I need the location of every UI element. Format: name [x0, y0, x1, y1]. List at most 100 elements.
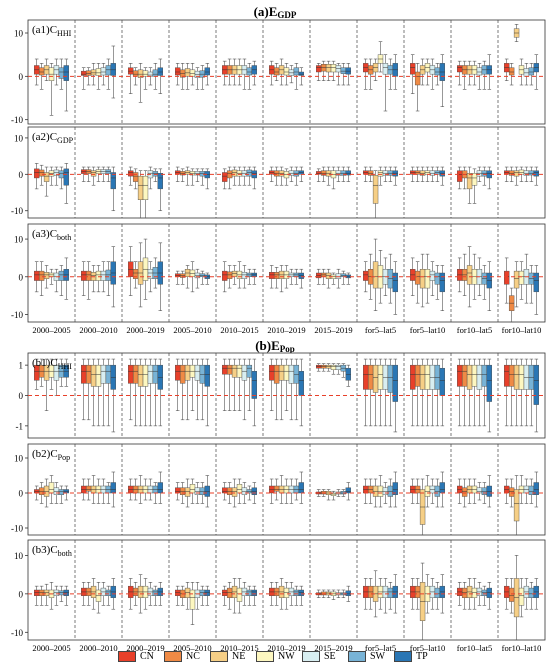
box-nw	[518, 169, 525, 175]
box-nc	[461, 364, 468, 387]
box-cn	[363, 270, 369, 281]
x-tick-label: 2010–2019	[267, 325, 305, 335]
box-cn	[175, 67, 181, 76]
legend-label: NE	[232, 651, 246, 662]
box-cn	[175, 364, 181, 381]
box-ne	[372, 175, 379, 204]
box-tp	[110, 482, 116, 494]
box-cn	[457, 170, 463, 182]
box-sw	[481, 364, 488, 387]
box-tp	[345, 590, 351, 596]
box-nc	[414, 71, 421, 86]
box-tp	[439, 272, 445, 293]
box-tp	[298, 371, 304, 396]
box-nw	[95, 270, 102, 281]
y-tick-label: 10	[14, 235, 24, 245]
box-tp	[439, 482, 445, 494]
box-sw	[434, 587, 441, 598]
x-tick-label: for10–lat5	[457, 325, 492, 335]
box-nw	[95, 364, 102, 387]
box-se	[382, 63, 389, 75]
section-b-title: (b)EPop	[255, 338, 295, 354]
box-ne	[184, 364, 191, 381]
box-nc	[85, 270, 92, 281]
x-tick-label: 2000–2019	[126, 325, 164, 335]
box-tp	[157, 482, 163, 494]
box-cn	[504, 364, 510, 387]
x-tick-label: 2015–2019	[314, 643, 352, 653]
box-cn	[269, 272, 275, 279]
box-sw	[387, 364, 394, 393]
box-ne	[372, 261, 379, 289]
x-tick-label: 2000–2010	[79, 643, 117, 653]
box-nw	[236, 587, 243, 602]
box-ne	[43, 172, 50, 182]
box-nw	[471, 173, 478, 186]
box-ne	[90, 69, 97, 76]
box-nc	[226, 364, 233, 375]
box-se	[241, 272, 248, 279]
y-tick-label: -10	[11, 310, 23, 320]
box-nc	[414, 364, 421, 387]
box-nc	[179, 364, 186, 384]
section-a-title: (a)EGDP	[253, 4, 297, 20]
box-se	[476, 364, 483, 390]
box-ne	[513, 270, 520, 289]
box-sw	[105, 65, 112, 76]
box-nc	[508, 587, 515, 602]
box-cn	[34, 270, 40, 281]
box-nw	[236, 364, 243, 378]
y-tick-label: 0	[19, 391, 24, 401]
box-tp	[110, 172, 116, 190]
x-tick-label: 2015–2019	[314, 325, 352, 335]
legend-swatch	[210, 651, 228, 662]
y-tick-label: 10	[14, 454, 24, 464]
box-nw	[330, 492, 337, 496]
box-nw	[424, 364, 431, 390]
box-nw	[142, 70, 149, 77]
x-tick-label: for10–lat10	[502, 325, 542, 335]
box-sw	[58, 489, 65, 495]
box-nc	[38, 270, 45, 281]
box-sw	[105, 364, 112, 384]
box-tp	[533, 482, 539, 495]
box-ne	[466, 265, 473, 285]
box-sw	[58, 67, 65, 79]
box-ne	[184, 487, 191, 497]
box-nw	[518, 587, 525, 606]
box-cn	[316, 65, 322, 73]
box-nc	[508, 364, 515, 387]
box-nc	[38, 67, 45, 76]
box-cn	[34, 168, 40, 179]
box-sw	[105, 269, 112, 281]
box-se	[335, 273, 342, 279]
box-ne	[513, 170, 520, 177]
box-tp	[392, 364, 398, 402]
box-ne	[43, 272, 50, 279]
x-tick-label: for10–lat10	[502, 643, 542, 653]
x-tick-label: 2000–2005	[32, 643, 70, 653]
x-tick-label: 2000–2019	[126, 643, 164, 653]
box-nw	[471, 364, 478, 387]
box-tp	[298, 482, 304, 494]
legend-item-tp: TP	[394, 651, 440, 662]
box-ne	[466, 173, 473, 190]
box-nc	[273, 67, 280, 76]
box-sw	[246, 169, 253, 177]
box-nc	[132, 364, 139, 384]
box-cn	[222, 487, 228, 494]
box-nc	[38, 169, 45, 177]
box-se	[194, 364, 201, 381]
box-nc	[461, 487, 468, 497]
box-sw	[58, 270, 65, 281]
legend-swatch	[164, 651, 182, 662]
box-nw	[377, 170, 384, 177]
box-nw	[330, 364, 337, 370]
box-se	[476, 487, 483, 494]
box-sw	[293, 589, 300, 596]
box-ne	[231, 169, 238, 177]
box-nw	[142, 175, 149, 200]
box-nc	[226, 271, 233, 279]
x-tick-label: for5–lat5	[365, 643, 396, 653]
